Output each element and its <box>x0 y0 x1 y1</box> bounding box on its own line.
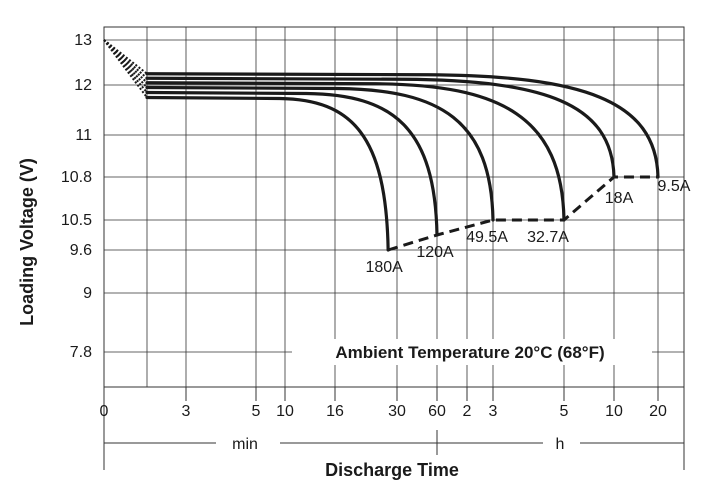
x-tick-label: 5 <box>252 403 261 420</box>
initial-drop-49.5A <box>103 39 148 89</box>
curve-label-120A: 120A <box>416 244 454 261</box>
ambient-temperature-annotation: Ambient Temperature 20°C (68°F) <box>335 343 604 362</box>
y-axis-title: Loading Voltage (V) <box>17 158 37 326</box>
curve-label-180A: 180A <box>365 259 403 276</box>
curve-120A <box>145 90 439 237</box>
x-axis-title: Discharge Time <box>325 460 459 480</box>
annotation-background <box>292 339 652 365</box>
x-tick-label: 3 <box>182 403 191 420</box>
y-tick-label: 9.6 <box>70 242 92 259</box>
y-tick-label: 13 <box>74 32 92 49</box>
curve-49.5A <box>145 85 495 222</box>
plot-frame <box>103 26 685 388</box>
curve-18A <box>145 76 616 179</box>
curve-32.7A <box>145 81 566 222</box>
curve-label-18A: 18A <box>605 190 634 207</box>
initial-drop-9.5A <box>103 39 148 75</box>
unit-label-min: min <box>232 436 258 453</box>
curve-label-49.5A: 49.5A <box>466 229 508 246</box>
x-tick-label: 3 <box>489 403 498 420</box>
y-tick-label: 10.5 <box>61 212 92 229</box>
x-tick-label: 10 <box>605 403 623 420</box>
grid-layer <box>103 26 685 470</box>
unit-label-h: h <box>556 436 565 453</box>
curve-180A <box>145 95 390 252</box>
x-tick-label: 30 <box>388 403 406 420</box>
curve-label-32.7A: 32.7A <box>527 229 569 246</box>
x-tick-label: 60 <box>428 403 446 420</box>
x-tick-label: 10 <box>276 403 294 420</box>
y-tick-label: 11 <box>75 127 92 144</box>
x-tick-label: 2 <box>463 403 472 420</box>
y-tick-label: 12 <box>74 77 92 94</box>
curve-layer: 180A 120A 49.5A 32.7A 18A 9.5A <box>103 39 691 276</box>
initial-drop-120A <box>103 39 148 94</box>
curve-9.5A <box>145 72 660 179</box>
y-tick-label: 9 <box>83 285 92 302</box>
x-tick-label: 20 <box>649 403 667 420</box>
x-tick-label: 16 <box>326 403 344 420</box>
curve-label-9.5A: 9.5A <box>658 178 691 195</box>
x-tick-label: 5 <box>560 403 569 420</box>
x-tick-label: 0 <box>100 403 109 420</box>
final-voltage-line <box>387 175 658 252</box>
initial-drop-180A <box>103 39 148 99</box>
y-tick-label: 10.8 <box>61 169 92 186</box>
y-tick-label: 7.8 <box>70 344 92 361</box>
